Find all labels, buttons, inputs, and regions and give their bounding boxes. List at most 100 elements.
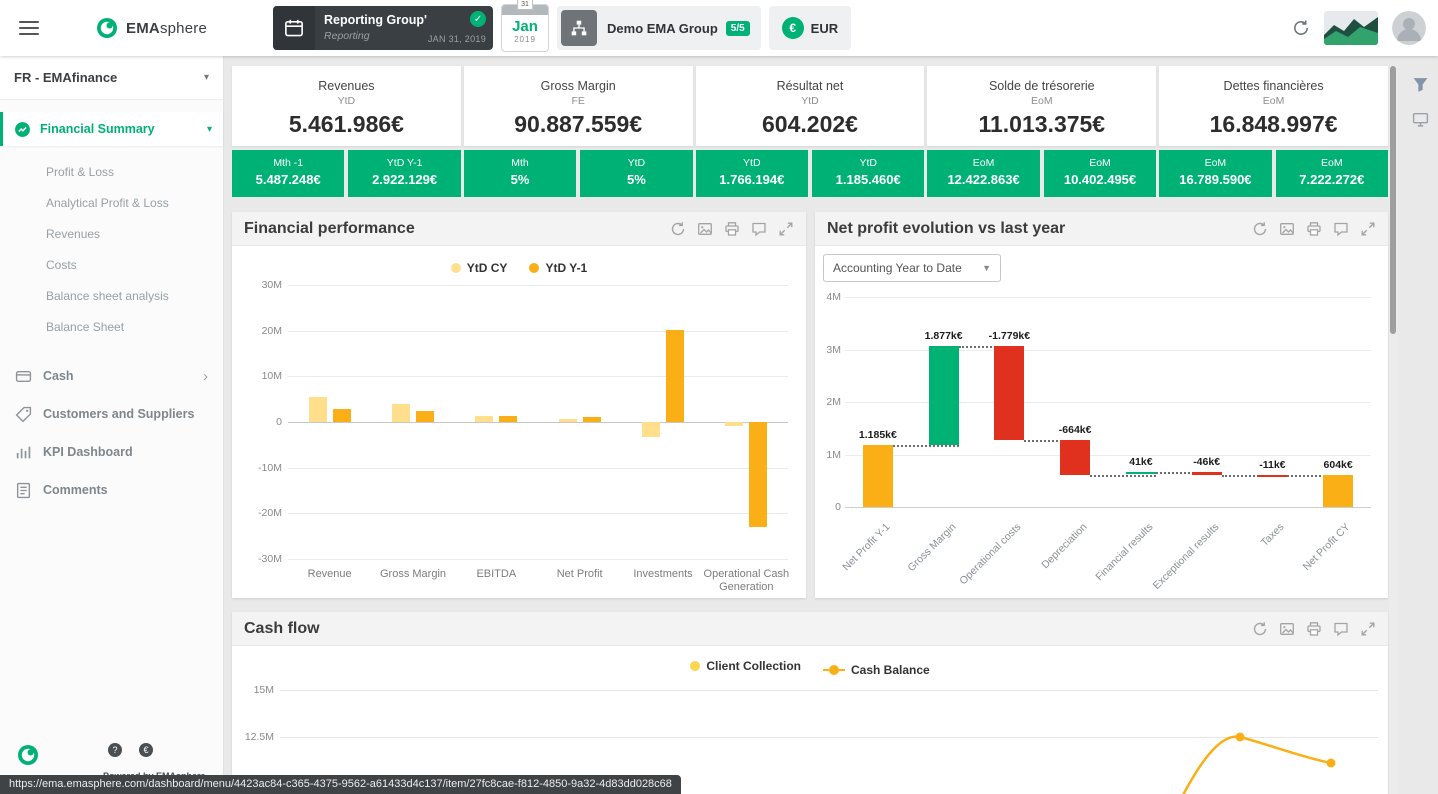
kpi-badge-value: 12.422.863€ <box>947 172 1020 187</box>
currency-selector[interactable]: € EUR <box>768 6 852 50</box>
y-axis-tick: -10M <box>258 461 282 474</box>
panel-toolbar <box>670 221 794 237</box>
kpi-badge[interactable]: Mth 5% <box>463 150 577 197</box>
kpi-badge[interactable]: EoM 7.222.272€ <box>1275 150 1388 197</box>
kpi-badge[interactable]: EoM 10.402.495€ <box>1043 150 1157 197</box>
scrollbar[interactable] <box>1389 66 1397 794</box>
kpi-badge-value: 10.402.495€ <box>1063 172 1137 187</box>
sidebar-item-cash[interactable]: Cash › <box>0 357 223 395</box>
expand-icon[interactable] <box>1360 621 1376 637</box>
bar-ytd-y-1-net-profit <box>582 416 601 422</box>
kpi-title: Revenues <box>318 79 375 93</box>
expand-icon[interactable] <box>778 221 794 237</box>
sidebar-item-balance-sheet-analysis[interactable]: Balance sheet analysis <box>46 289 169 303</box>
y-axis-tick: -20M <box>258 507 282 520</box>
legend-item-ytd-cy[interactable]: YtD CY <box>450 261 507 275</box>
panel-header: Net profit evolution vs last year <box>815 212 1388 246</box>
kpi-badge-value: 16.789.590€ <box>1179 172 1252 187</box>
legend-label: Client Collection <box>706 659 801 673</box>
menu-icon[interactable] <box>19 17 39 39</box>
refresh-icon[interactable] <box>1252 621 1268 637</box>
refresh-icon[interactable] <box>1252 221 1268 237</box>
sidebar-item-balance-sheet[interactable]: Balance Sheet <box>46 320 125 334</box>
main-content: Revenues YtD 5.461.986€ Mth -1 5.487.248€ YtD… <box>224 56 1438 794</box>
waterfall-connector <box>1024 439 1091 442</box>
sidebar-item-costs[interactable]: Costs <box>46 258 77 272</box>
kpi-badge[interactable]: EoM 12.422.863€ <box>927 150 1040 197</box>
brand-name: EMAsphere <box>126 19 208 37</box>
gridline <box>280 690 1378 691</box>
kpi-card-top[interactable]: Solde de trésorerie EoM 11.013.375€ <box>927 66 1157 146</box>
sidebar-subitems: Profit & Loss Analytical Profit & Loss Rev… <box>0 146 223 345</box>
sidebar-item-kpi-dashboard[interactable]: KPI Dashboard <box>0 433 223 471</box>
print-icon[interactable] <box>724 221 740 237</box>
kpi-cards-row: Revenues YtD 5.461.986€ Mth -1 5.487.248€ YtD… <box>232 66 1388 197</box>
export-image-icon[interactable] <box>1279 621 1295 637</box>
filter-icon[interactable] <box>1412 76 1429 93</box>
kpi-badge-row: YtD 1.766.194€ YtD 1.185.460€ <box>695 150 925 197</box>
kpi-badge[interactable]: Mth -1 5.487.248€ <box>232 150 345 197</box>
kpi-badge[interactable]: YtD 1.185.460€ <box>812 150 925 197</box>
company-name: FR - EMAfinance <box>14 70 118 85</box>
kpi-badge-label: EoM <box>1089 157 1111 169</box>
cash-balance-line <box>1182 732 1336 794</box>
help-icon[interactable]: ? <box>108 743 122 757</box>
panel-toolbar <box>1252 621 1376 637</box>
sidebar-item-analytical-profit-loss[interactable]: Analytical Profit & Loss <box>46 196 169 210</box>
comment-icon[interactable] <box>751 221 767 237</box>
period-select[interactable]: Accounting Year to Date ▼ <box>823 254 1001 282</box>
kpi-card-top[interactable]: Dettes financières EoM 16.848.997€ <box>1159 66 1388 146</box>
kpi-period: EoM <box>1030 95 1053 107</box>
date-picker[interactable]: 31 Jan 2019 <box>501 0 550 52</box>
sidebar-item-financial-summary[interactable]: Financial Summary ▾ <box>0 112 223 146</box>
expand-icon[interactable] <box>1360 221 1376 237</box>
sidebar-item-comments[interactable]: Comments <box>0 471 223 509</box>
chart-legend: YtD CY YtD Y-1 <box>232 260 806 278</box>
chart-thumbnail[interactable] <box>1324 11 1378 45</box>
group-selector[interactable]: Demo EMA Group 5/5 <box>557 6 761 50</box>
refresh-icon[interactable] <box>1292 19 1310 37</box>
legend-item-ytd-y-1[interactable]: YtD Y-1 <box>529 261 587 275</box>
chart-legend: Client Collection Cash Balance <box>232 658 1388 677</box>
sidebar-item-label: Financial Summary <box>40 122 155 136</box>
legend-item-cash-balance[interactable]: Cash Balance <box>822 663 930 677</box>
kpi-card: Dettes financières EoM 16.848.997€ EoM 16.78… <box>1159 66 1388 197</box>
y-axis-tick: 20M <box>261 324 282 337</box>
monitor-icon[interactable] <box>1412 111 1429 128</box>
y-axis-tick: 2M <box>826 396 841 408</box>
kpi-icon <box>15 444 32 461</box>
comment-icon[interactable] <box>1333 621 1349 637</box>
waterfall-connector <box>892 444 959 447</box>
kpi-badge[interactable]: YtD Y-1 2.922.129€ <box>348 150 461 197</box>
sidebar-item-revenues[interactable]: Revenues <box>46 227 101 241</box>
kpi-card-top[interactable]: Gross Margin FE 90.887.559€ <box>463 66 693 146</box>
kpi-title: Dettes financières <box>1223 79 1324 93</box>
avatar[interactable] <box>1392 11 1426 45</box>
legend-label: YtD Y-1 <box>545 261 588 275</box>
print-icon[interactable] <box>1306 221 1322 237</box>
currency-info-icon[interactable]: € <box>139 743 153 757</box>
waterfall-bar-exceptional-results <box>1191 472 1222 475</box>
print-icon[interactable] <box>1306 621 1322 637</box>
kpi-badge[interactable]: YtD 5% <box>580 150 693 197</box>
kpi-value: 16.848.997€ <box>1209 111 1338 137</box>
kpi-badge[interactable]: YtD 1.766.194€ <box>695 150 808 197</box>
refresh-icon[interactable] <box>670 221 686 237</box>
reporting-title: Reporting Group' <box>324 13 427 27</box>
kpi-badge[interactable]: EoM 16.789.590€ <box>1159 150 1272 197</box>
sidebar-item-customers-and-suppliers[interactable]: Customers and Suppliers <box>0 395 223 433</box>
company-selector[interactable]: FR - EMAfinance ▾ <box>0 56 223 100</box>
export-image-icon[interactable] <box>697 221 713 237</box>
kpi-card-top[interactable]: Revenues YtD 5.461.986€ <box>232 66 461 146</box>
comment-icon[interactable] <box>1333 221 1349 237</box>
sidebar-item-profit-loss[interactable]: Profit & Loss <box>46 165 115 179</box>
export-image-icon[interactable] <box>1279 221 1295 237</box>
scrollbar-thumb[interactable] <box>1390 66 1396 334</box>
reporting-group-selector[interactable]: Reporting Group' Reporting ✓ JAN 31, 201… <box>273 6 494 50</box>
calendar-day: 31 <box>517 0 533 10</box>
kpi-card-top[interactable]: Résultat net YtD 604.202€ <box>695 66 925 146</box>
legend-item-client-collection[interactable]: Client Collection <box>690 659 801 673</box>
bar-ytd-y-1-operational-cash-generation <box>749 422 768 528</box>
kpi-badge-row: Mth 5% YtD 5% <box>463 150 693 197</box>
status-url: https://ema.emasphere.com/dashboard/menu… <box>0 775 681 794</box>
